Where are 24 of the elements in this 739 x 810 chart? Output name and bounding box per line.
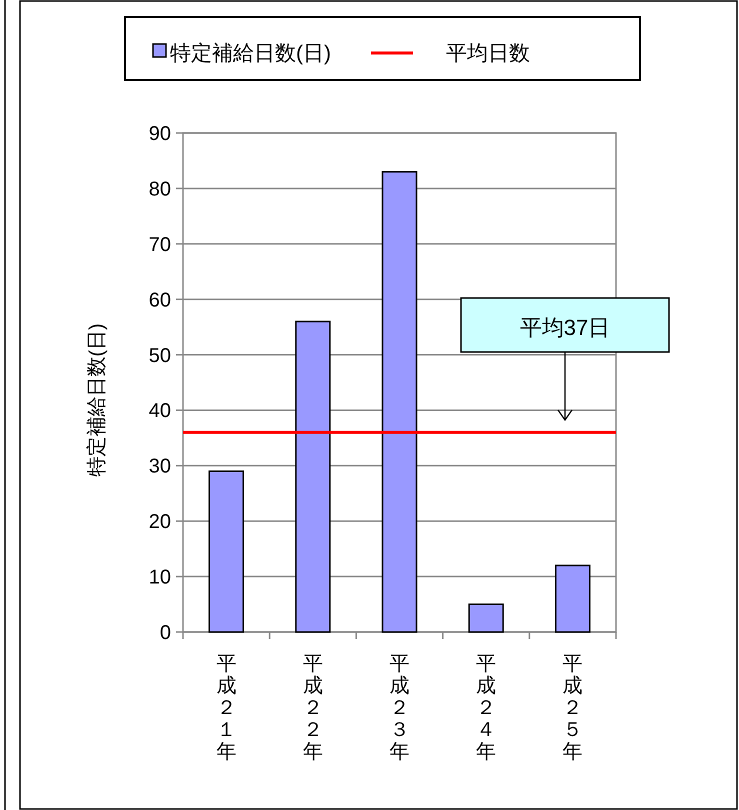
x-tick-label: 平成２２年 <box>302 653 323 763</box>
x-tick-label: 平成２３年 <box>390 653 410 763</box>
bar <box>554 564 590 633</box>
bar <box>468 604 504 633</box>
y-tick-label: 70 <box>148 234 171 256</box>
legend-label: 特定補給日数(日) <box>170 42 331 65</box>
bar <box>295 320 331 633</box>
annotation: 平均37日 <box>520 315 610 340</box>
y-tick-label: 10 <box>148 566 171 589</box>
y-tick-label: 50 <box>148 344 171 367</box>
y-tick-label: 40 <box>148 400 171 422</box>
y-tick-label: 80 <box>148 178 171 200</box>
y-tick-label: 60 <box>148 289 171 312</box>
x-tick-label: 平成２１年 <box>216 653 236 763</box>
y-tick-label: 90 <box>148 123 171 145</box>
y-tick-label: 20 <box>148 511 171 534</box>
y-tick-label: 0 <box>160 622 171 644</box>
x-tick-label: 平成２５年 <box>562 653 583 763</box>
bar <box>208 470 244 633</box>
x-tick-label: 平成２４年 <box>476 653 496 763</box>
y-tick-label: 30 <box>148 456 171 478</box>
y-axis-title: 特定補給日数(日) <box>86 323 108 477</box>
legend-label: 平均日数 <box>446 42 530 65</box>
bar <box>382 171 418 633</box>
